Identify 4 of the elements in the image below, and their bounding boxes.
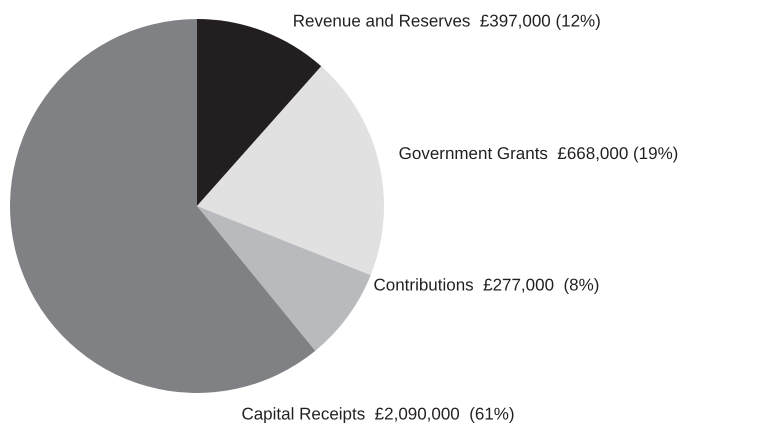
slice-label: Government Grants £668,000 (19%) [398,144,678,163]
slice-label: Contributions £277,000 (8%) [374,275,600,294]
slice-label: Capital Receipts £2,090,000 (61%) [241,404,515,424]
slice-label: Revenue and Reserves £397,000 (12%) [292,12,601,31]
